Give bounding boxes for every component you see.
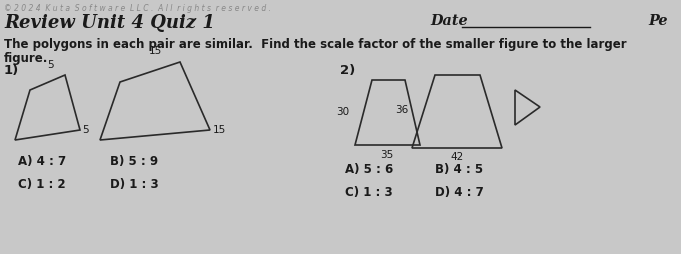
- Text: C) 1 : 3: C) 1 : 3: [345, 186, 393, 199]
- Text: Pe: Pe: [648, 14, 667, 28]
- Text: A) 4 : 7: A) 4 : 7: [18, 155, 66, 168]
- Text: A) 5 : 6: A) 5 : 6: [345, 163, 393, 176]
- Text: Review Unit 4 Quiz 1: Review Unit 4 Quiz 1: [4, 14, 215, 32]
- Text: C) 1 : 2: C) 1 : 2: [18, 178, 65, 191]
- Text: 5: 5: [47, 60, 53, 70]
- Text: 15: 15: [213, 125, 226, 135]
- Text: 15: 15: [148, 46, 161, 56]
- Text: 35: 35: [381, 150, 394, 160]
- Text: B) 4 : 5: B) 4 : 5: [435, 163, 483, 176]
- Text: D) 1 : 3: D) 1 : 3: [110, 178, 159, 191]
- Text: Date: Date: [430, 14, 468, 28]
- Text: figure.: figure.: [4, 52, 48, 65]
- Text: 2): 2): [340, 64, 355, 77]
- Text: 42: 42: [450, 152, 464, 162]
- Text: © 2 0 2 4  K u t a  S o f t w a r e  L L C .  A l l  r i g h t s  r e s e r v e : © 2 0 2 4 K u t a S o f t w a r e L L C …: [4, 4, 271, 13]
- Text: 30: 30: [336, 107, 349, 117]
- Text: B) 5 : 9: B) 5 : 9: [110, 155, 158, 168]
- Text: 1): 1): [4, 64, 19, 77]
- Text: The polygons in each pair are similar.  Find the scale factor of the smaller fig: The polygons in each pair are similar. F…: [4, 38, 627, 51]
- Text: 5: 5: [82, 125, 89, 135]
- Text: D) 4 : 7: D) 4 : 7: [435, 186, 484, 199]
- Text: 36: 36: [395, 105, 408, 115]
